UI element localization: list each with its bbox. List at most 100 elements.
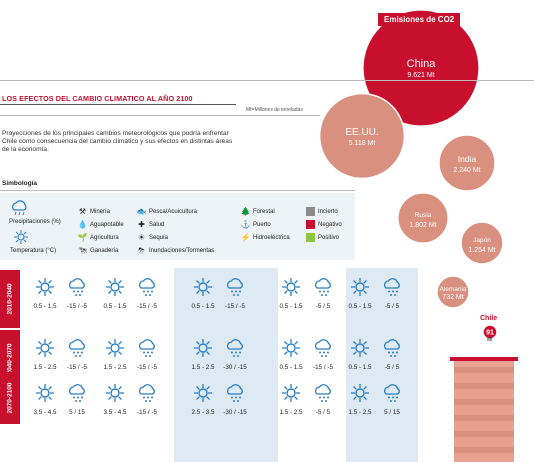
precipitation-icon [312,276,334,298]
temperature-icon [280,382,302,404]
precipitation-value: -30 / -15 [223,364,247,371]
status-swatch [306,220,315,229]
bubble-value-0: 9.621 Mt [407,72,434,79]
bubble-china [362,9,480,127]
precipitation-value: -15 / -5 [67,364,87,371]
precipitation-value: -15 / -5 [137,364,157,371]
precipitation-icon [66,337,88,359]
bubble-value-2: 2.240 Mt [453,167,480,174]
bubble-japn [460,221,504,265]
temperature-value: 1.5 - 2.5 [33,364,57,371]
temperature-value: 0.5 - 1.5 [191,303,215,310]
bubble-value-3: 1.802 Mt [409,222,436,229]
precipitation-icon [312,382,334,404]
chimney-illustration [450,357,518,462]
bubble-rusia [397,192,449,244]
column-band [346,268,418,462]
temperature-value: 3.5 - 4.5 [103,409,127,416]
legend-item-label: Salud [149,221,165,228]
tree-icon: 🌲 [240,207,251,216]
chart-title: Emisiones de CO2 [378,13,461,26]
legend-item-label: Minería [90,208,111,215]
precipitation-value: 5 / 15 [384,409,400,416]
page-title: LOS EFECTOS DEL CAMBIO CLIMATICO AL AÑO … [2,94,193,103]
bubble-label-2: India [458,154,477,164]
period-text: 2010-2040 [6,283,14,315]
legend-item: ⛈ Inundaciones/Tormentas [137,246,214,255]
temperature-icon [34,337,56,359]
legend-item-label: Aguapotable [90,221,124,228]
precipitation-icon [224,382,246,404]
temperature-icon [104,337,126,359]
legend-item: 💧 Aguapotable [78,220,124,229]
legend: Precipitaciones (%) Temperatura (°C) ⚒ Mi… [0,193,355,260]
precipitation-icon [66,276,88,298]
temperature-icon [104,382,126,404]
precipitation-value: -5 / 5 [315,303,331,310]
legend-title: Simbología [2,180,38,187]
precipitation-icon [224,276,246,298]
temperature-value: 3.5 - 4.5 [33,409,57,416]
temperature-icon [349,382,371,404]
status-swatch [306,233,315,242]
period-label: 2010-2040 [0,270,20,328]
legend-status: Negativo [306,220,342,229]
temperature-icon [34,382,56,404]
bubble-label-5: Alemania [439,286,466,293]
legend-item: 🌲 Forestal [241,207,275,216]
legend-item-label: Hidroeléctrica [253,234,290,241]
drought-icon: ☀ [137,233,146,242]
precipitation-icon [136,276,158,298]
legend-item: ⚓ Puerto [241,220,271,229]
precipitation-value: -5 / 5 [384,364,400,371]
divider [0,80,534,81]
period-label: 2070-2100 [0,372,20,424]
anchor-icon: ⚓ [240,220,251,229]
bubble-value-4: 1.254 Mt [468,247,495,254]
temperature-value: 0.5 - 1.5 [348,364,372,371]
legend-item: ☀ Sequía [137,233,168,242]
precipitation-value: -15 / -5 [67,303,87,310]
precipitation-icon [381,337,403,359]
sun-icon [14,230,28,244]
plant-icon: 🌱 [77,233,88,242]
legend-item-label: Pesca/Acuicultura [149,208,198,215]
temperature-icon [104,276,126,298]
chile-label: Chile [480,315,498,322]
bubble-label-3: Rusia [415,212,432,219]
temperature-icon [280,276,302,298]
precipitation-icon [381,382,403,404]
legend-status-label: Positivo [318,234,340,241]
temperature-icon [349,276,371,298]
chile-unit: Mt [487,337,493,343]
bubble-eeuu [318,92,406,180]
temperature-icon [34,276,56,298]
precipitation-value: 5 / 15 [69,409,85,416]
column-band [174,268,278,462]
precipitation-icon [224,337,246,359]
precipitation-value: -5 / 5 [315,409,331,416]
precipitation-icon [66,382,88,404]
storm-icon: ⛈ [138,245,145,255]
precipitation-icon [136,337,158,359]
precipitation-value: -15 / -5 [225,303,245,310]
legend-item-label: Ganadería [90,247,119,254]
legend-item: 🐟 Pesca/Acuicultura [136,207,198,216]
temperature-value: 0.5 - 1.5 [33,303,57,310]
legend-status-label: Negativo [318,221,342,228]
temperature-value: 0.5 - 1.5 [103,303,127,310]
legend-item: 🐄 Ganadería [77,246,119,255]
fish-icon: 🐟 [136,207,147,216]
dam-icon: ⚡ [240,233,251,242]
temperature-icon [280,337,302,359]
legend-status: Incierto [306,207,338,216]
legend-item-label: Forestal [253,208,275,215]
cow-icon: 🐄 [77,246,88,255]
temperature-value: 0.5 - 1.5 [348,303,372,310]
temperature-value: 2.5 - 3.5 [191,409,215,416]
units-note: Mt=Millones de toneladas [246,107,303,113]
legend-item-label: Puerto [253,221,271,228]
intro-text: Proyecciones de los principales cambios … [2,130,233,153]
period-text: 2040-2070 [6,343,14,375]
